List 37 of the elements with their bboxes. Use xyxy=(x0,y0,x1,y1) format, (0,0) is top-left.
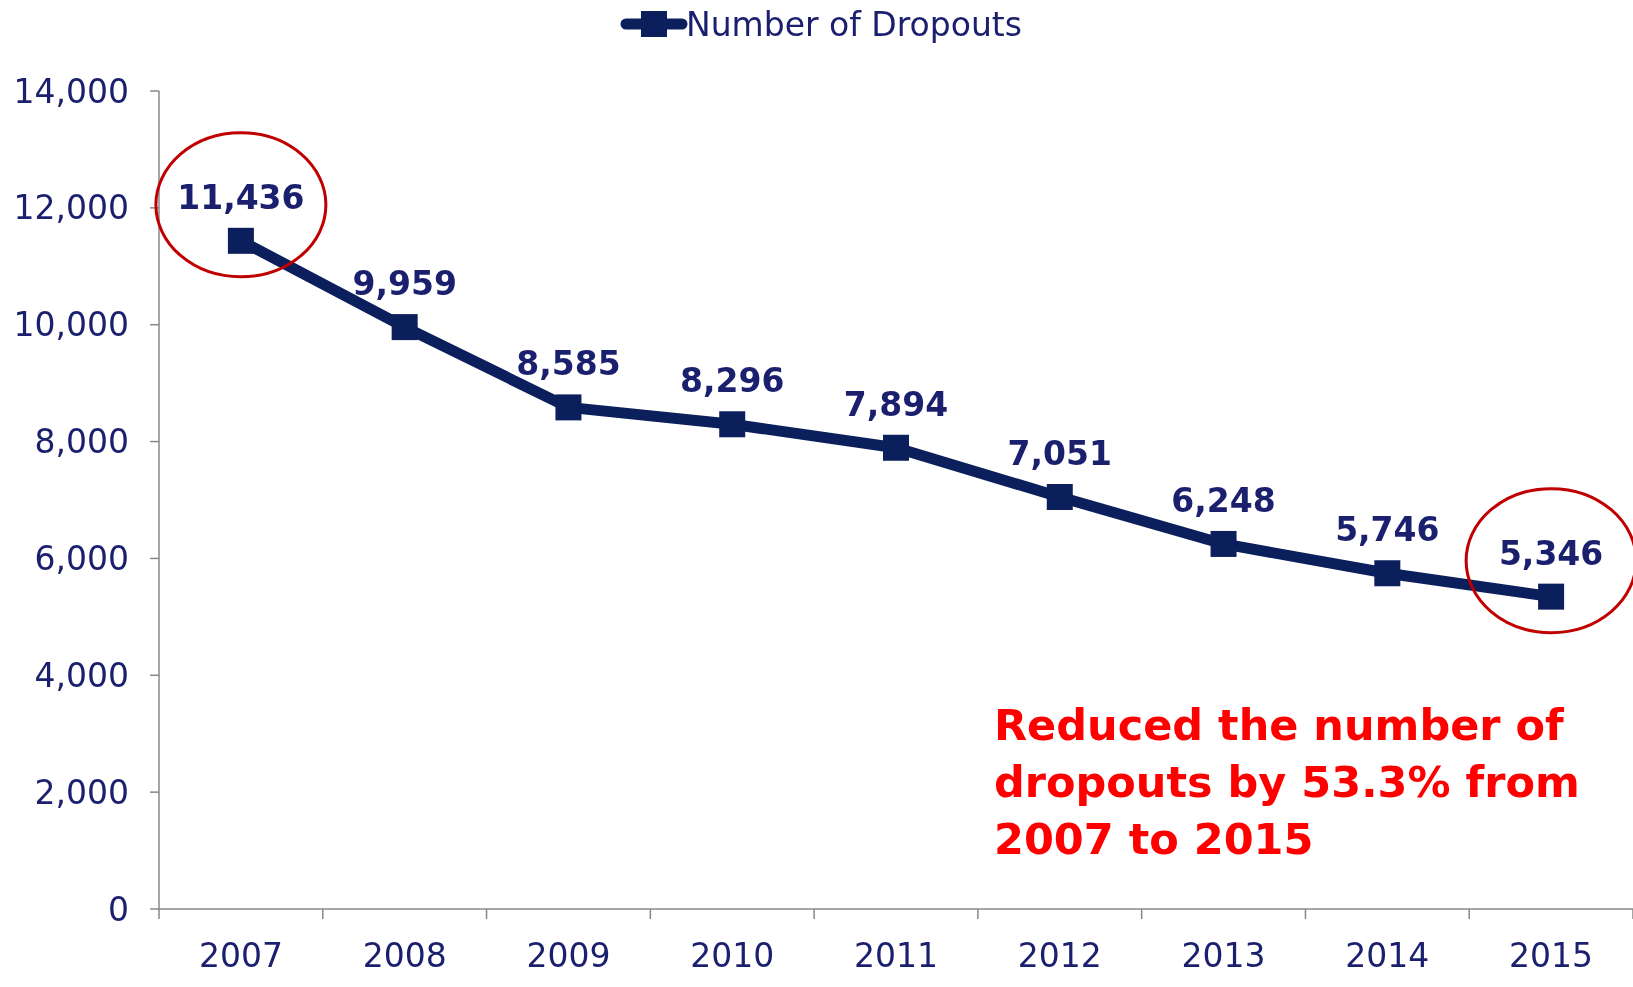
point xyxy=(391,314,418,341)
data-label: 6,248 xyxy=(1171,480,1276,520)
x-tick-label: 2008 xyxy=(362,936,447,975)
point xyxy=(883,434,909,461)
y-tick-label: 8,000 xyxy=(34,422,129,462)
y-tick-label: 6,000 xyxy=(34,538,129,578)
y-tick-label: 14,000 xyxy=(13,71,129,111)
x-tick-label: 2012 xyxy=(1017,936,1102,975)
data-label: 5,346 xyxy=(1498,533,1604,573)
x-tick-label: 2014 xyxy=(1345,936,1430,975)
data-label: 5,746 xyxy=(1335,510,1440,550)
point xyxy=(227,227,254,254)
data-label: 8,585 xyxy=(516,344,621,384)
data-label: 7,894 xyxy=(843,384,949,424)
legend-label: Number of Dropouts xyxy=(686,4,1022,44)
data-label: 7,051 xyxy=(1007,434,1112,474)
x-tick-label: 2015 xyxy=(1509,936,1594,975)
data-label: 9,959 xyxy=(352,264,457,304)
point xyxy=(1538,583,1565,610)
x-tick-label: 2010 xyxy=(690,936,775,975)
point xyxy=(1374,560,1401,587)
x-tick-label: 2011 xyxy=(854,936,938,975)
x-tick-label: 2009 xyxy=(526,936,611,975)
x-tick-label: 2007 xyxy=(198,936,283,975)
y-tick-label: 4,000 xyxy=(34,655,129,695)
point xyxy=(719,411,746,438)
x-tick-label: 2013 xyxy=(1181,936,1266,975)
point xyxy=(1046,484,1073,511)
y-tick-label: 2,000 xyxy=(34,772,129,812)
y-tick-label: 12,000 xyxy=(13,188,129,228)
data-label: 11,436 xyxy=(177,177,305,217)
y-tick-label: 0 xyxy=(108,889,129,929)
data-label: 8,296 xyxy=(680,361,785,401)
point xyxy=(1210,530,1237,557)
annotation: Reduced the number of dropouts by 53.3% from 2007 to 2015 xyxy=(994,700,1580,864)
point xyxy=(555,394,582,421)
y-tick-label: 10,000 xyxy=(13,305,129,345)
